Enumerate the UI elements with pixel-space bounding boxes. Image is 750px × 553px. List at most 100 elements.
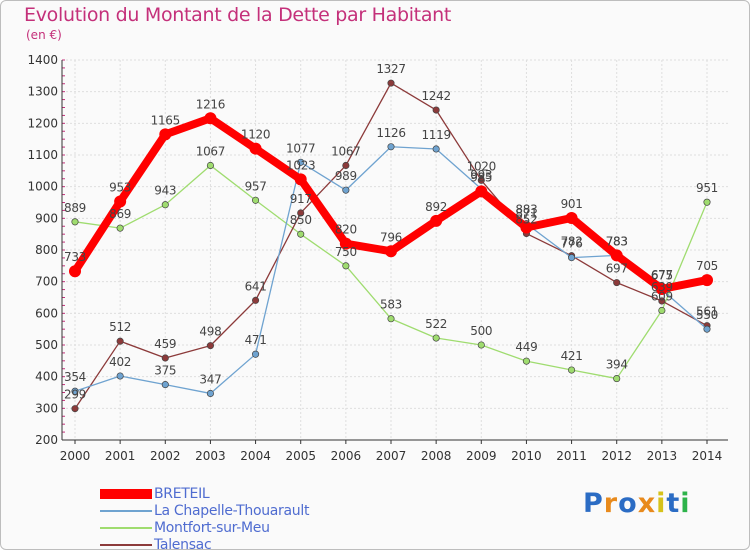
data-label: 641 bbox=[245, 279, 267, 293]
data-point-talensac bbox=[206, 342, 214, 350]
data-label: 892 bbox=[425, 200, 447, 214]
data-point-la-chapelle-thouarault bbox=[432, 145, 440, 153]
y-tick-label: 600 bbox=[35, 306, 58, 320]
legend-label: Montfort-sur-Meu bbox=[154, 520, 270, 536]
data-label: 375 bbox=[154, 364, 176, 378]
legend-item: Talensac bbox=[100, 537, 420, 553]
data-point-breteil bbox=[159, 128, 172, 141]
legend-label: La Chapelle-Thouarault bbox=[154, 503, 310, 519]
data-point-breteil bbox=[385, 245, 397, 258]
data-point-montfort-sur-meu bbox=[297, 230, 305, 238]
data-point-breteil bbox=[701, 274, 713, 287]
data-label: 1165 bbox=[151, 113, 180, 127]
data-label: 1126 bbox=[376, 126, 405, 140]
data-point-la-chapelle-thouarault bbox=[161, 381, 169, 389]
data-point-breteil bbox=[655, 282, 668, 295]
logo-letter: o bbox=[618, 488, 638, 519]
data-label: 1327 bbox=[376, 62, 405, 76]
data-label: 1120 bbox=[241, 128, 270, 142]
data-label: 820 bbox=[335, 223, 357, 237]
logo-letter: t bbox=[666, 488, 681, 519]
data-label: 985 bbox=[470, 170, 492, 184]
chart-data-labels: 733 953 1165 1216 1120 1023 820 796 892 985 871 901… bbox=[64, 62, 718, 402]
data-point-montfort-sur-meu bbox=[613, 375, 621, 383]
data-label: 1119 bbox=[421, 128, 450, 142]
data-label: 421 bbox=[561, 349, 583, 363]
legend-label: BRETEIL bbox=[154, 486, 210, 502]
data-label: 639 bbox=[651, 280, 673, 294]
legend-item: Montfort-sur-Meu bbox=[100, 520, 420, 536]
data-point-breteil bbox=[294, 173, 307, 186]
data-point-talensac bbox=[432, 106, 440, 114]
x-tick-label: 2000 bbox=[60, 449, 91, 463]
data-label: 677 bbox=[651, 268, 673, 282]
data-label: 1242 bbox=[421, 89, 450, 103]
x-tick-label: 2004 bbox=[240, 449, 271, 463]
data-point-la-chapelle-thouarault bbox=[71, 387, 79, 395]
logo-letter: x bbox=[637, 488, 657, 519]
data-label: 1067 bbox=[331, 144, 360, 158]
data-label: 500 bbox=[470, 324, 492, 338]
legend-item: La Chapelle-Thouarault bbox=[100, 503, 420, 519]
data-label: 917 bbox=[290, 192, 312, 206]
data-label: 869 bbox=[109, 207, 131, 221]
data-label: 471 bbox=[245, 333, 267, 347]
data-point-talensac bbox=[658, 297, 666, 305]
y-tick-label: 1000 bbox=[27, 180, 58, 194]
data-label: 512 bbox=[109, 320, 131, 334]
logo-letter: i bbox=[680, 488, 691, 519]
y-tick-label: 1400 bbox=[27, 53, 58, 67]
data-label: 957 bbox=[245, 179, 267, 193]
data-label: 402 bbox=[109, 355, 131, 369]
data-point-la-chapelle-thouarault bbox=[297, 158, 305, 166]
data-label: 989 bbox=[335, 169, 357, 183]
legend-swatch bbox=[100, 527, 152, 529]
data-point-talensac bbox=[297, 209, 305, 217]
logo-letter: P bbox=[583, 488, 604, 519]
data-label: 889 bbox=[64, 201, 86, 215]
y-tick-label: 1300 bbox=[27, 85, 58, 99]
data-label: 883 bbox=[515, 203, 537, 217]
chart-series bbox=[69, 79, 713, 413]
data-point-breteil bbox=[610, 249, 623, 262]
data-label: 783 bbox=[606, 234, 628, 248]
data-point-breteil bbox=[475, 185, 488, 198]
data-label: 449 bbox=[515, 340, 537, 354]
data-label: 850 bbox=[290, 213, 312, 227]
x-tick-label: 2014 bbox=[692, 449, 723, 463]
x-tick-label: 2009 bbox=[466, 449, 497, 463]
x-tick-label: 2010 bbox=[511, 449, 542, 463]
x-tick-label: 2002 bbox=[150, 449, 181, 463]
line-chart: 200 300 400 500 600 700 800 900 1000 1100 1200 1300… bbox=[27, 53, 728, 463]
x-tick-label: 2011 bbox=[556, 449, 587, 463]
data-point-breteil bbox=[520, 221, 533, 234]
data-point-la-chapelle-thouarault bbox=[568, 254, 576, 262]
data-label: 1020 bbox=[467, 159, 496, 173]
data-label: 943 bbox=[154, 184, 176, 198]
y-tick-label: 900 bbox=[35, 211, 58, 225]
data-point-talensac bbox=[477, 176, 485, 184]
data-label: 705 bbox=[696, 259, 718, 273]
data-point-talensac bbox=[342, 161, 350, 170]
data-point-montfort-sur-meu bbox=[206, 161, 214, 170]
data-point-montfort-sur-meu bbox=[477, 341, 485, 349]
data-label: 1067 bbox=[196, 144, 225, 158]
data-point-breteil bbox=[69, 265, 81, 278]
data-point-la-chapelle-thouarault bbox=[342, 186, 350, 194]
data-point-breteil bbox=[565, 212, 578, 225]
data-point-montfort-sur-meu bbox=[658, 306, 666, 315]
data-point-talensac bbox=[613, 279, 621, 287]
x-tick-label: 2013 bbox=[647, 449, 678, 463]
data-label: 609 bbox=[651, 289, 673, 303]
data-label: 953 bbox=[109, 181, 131, 195]
data-label: 783 bbox=[606, 234, 628, 248]
y-tick-label: 1100 bbox=[27, 148, 58, 162]
data-label: 796 bbox=[380, 230, 402, 244]
data-point-la-chapelle-thouarault bbox=[387, 143, 395, 151]
data-point-montfort-sur-meu bbox=[116, 224, 124, 232]
legend-label: Talensac bbox=[154, 537, 212, 553]
data-label: 498 bbox=[199, 325, 221, 339]
legend-item: BRETEIL bbox=[100, 486, 420, 502]
data-label: 354 bbox=[64, 370, 86, 384]
data-label: 951 bbox=[696, 181, 718, 195]
